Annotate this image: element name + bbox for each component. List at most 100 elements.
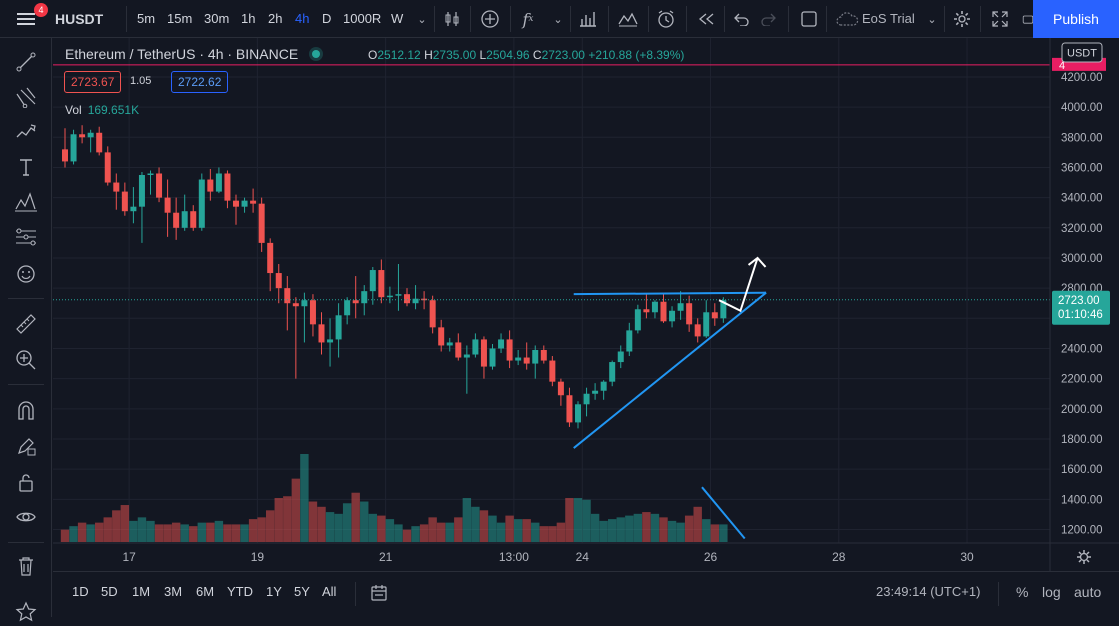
chevron-down-icon[interactable]: ⌄ [927, 13, 937, 26]
range-1m[interactable]: 1M [132, 584, 151, 599]
toolbar-divider [944, 6, 945, 32]
candle-body [70, 134, 77, 162]
candle-body [267, 242, 274, 274]
pattern-icon[interactable] [12, 188, 40, 216]
pencil-lock-icon[interactable] [12, 432, 40, 460]
price-tick-label: 4200.00 [1061, 72, 1103, 84]
range-5y[interactable]: 5Y [294, 584, 310, 599]
timeframe-1000r[interactable]: 1000R [343, 11, 382, 26]
chevron-down-icon[interactable]: ⌄ [417, 13, 427, 26]
range-ytd[interactable]: YTD [227, 584, 253, 599]
fullscreen-box-icon[interactable] [798, 0, 820, 38]
range-1d[interactable]: 1D [72, 584, 89, 599]
symbol-search[interactable]: HUSDT [55, 11, 104, 27]
trash-icon[interactable] [12, 552, 40, 580]
pitchfork-icon[interactable] [12, 83, 40, 111]
candle-body [224, 173, 231, 201]
date-range-icon[interactable] [369, 583, 389, 608]
candle [703, 300, 710, 338]
range-1y[interactable]: 1Y [266, 584, 282, 599]
time-tick-label: 21 [379, 550, 393, 564]
percent-scale-toggle[interactable]: % [1016, 584, 1029, 600]
timeframe-1h[interactable]: 1h [241, 11, 256, 26]
volume-bar [676, 522, 685, 542]
volume-bar [394, 524, 403, 542]
top-toolbar: 4 HUSDT 5m 15m 30m 1h 2h 4h D 1000R W ⌄ … [0, 0, 1119, 38]
redo-icon[interactable] [758, 0, 780, 38]
auto-scale-toggle[interactable]: auto [1074, 584, 1102, 600]
zoom-in-icon[interactable] [12, 346, 40, 374]
range-3m[interactable]: 3M [164, 584, 183, 599]
candle [164, 179, 171, 237]
candle [250, 188, 257, 213]
timeframe-4h[interactable]: 4h [295, 11, 310, 26]
alert-clock-icon[interactable] [654, 0, 678, 38]
text-icon[interactable] [12, 153, 40, 181]
timeframe-5m[interactable]: 5m [137, 11, 156, 26]
candle [284, 276, 291, 331]
sell-price-button[interactable]: 2723.67 [64, 71, 122, 93]
candle [207, 168, 214, 201]
log-scale-toggle[interactable]: log [1042, 584, 1061, 600]
camera-icon[interactable] [1022, 0, 1034, 38]
buy-price-button[interactable]: 2722.62 [171, 71, 229, 93]
gear-icon[interactable] [950, 0, 974, 38]
clock-time[interactable]: 23:49:14 (UTC+1) [876, 584, 981, 599]
add-indicator-icon[interactable] [478, 0, 502, 38]
range-all[interactable]: All [322, 584, 337, 599]
candle [429, 295, 436, 334]
timeframe-15m[interactable]: 15m [167, 11, 193, 26]
timeframe-2h[interactable]: 2h [268, 11, 283, 26]
chevron-down-icon[interactable]: ⌄ [553, 13, 563, 26]
candle-body [609, 362, 616, 382]
volume-bar [625, 515, 634, 542]
trend-line-icon[interactable] [12, 48, 40, 76]
candle [96, 126, 103, 156]
volume-bar [385, 519, 395, 542]
currency-box [1061, 42, 1103, 63]
main-menu-button[interactable]: 4 [0, 0, 52, 38]
brush-icon[interactable] [12, 118, 40, 146]
candles-icon[interactable] [440, 0, 464, 38]
templates-icon[interactable] [615, 0, 641, 38]
volume-bar [531, 522, 540, 542]
financials-icon[interactable] [576, 0, 600, 38]
timeframe-d[interactable]: D [322, 11, 332, 26]
candle [651, 300, 658, 319]
prediction-icon[interactable] [12, 223, 40, 251]
timeframe-w[interactable]: W [391, 11, 404, 26]
undo-icon[interactable] [730, 0, 752, 38]
price-chart[interactable]: 1200.00 1400.00 1600.00 1800.00 2000.00 2200.… [53, 38, 1119, 617]
layout-name[interactable]: EoS Trial [862, 11, 915, 26]
replay-icon[interactable] [694, 0, 718, 38]
smiley-icon[interactable] [12, 260, 40, 288]
volume-bar [548, 526, 557, 542]
range-6m[interactable]: 6M [196, 584, 215, 599]
lock-icon[interactable] [12, 468, 40, 496]
hamburger-icon [17, 13, 35, 25]
volume-bar [308, 501, 318, 542]
candle-body [720, 300, 727, 319]
publish-button[interactable]: Publish [1033, 0, 1119, 38]
candle-body [438, 327, 445, 346]
price-tick-label: 3400.00 [1061, 193, 1103, 205]
candle-body [583, 393, 590, 405]
candle-body [386, 295, 393, 298]
currency-label: USDT [1067, 48, 1097, 60]
candle-body [147, 173, 154, 176]
ruler-icon[interactable] [12, 310, 40, 338]
volume-bar [214, 520, 224, 542]
volume-bar [590, 513, 600, 542]
star-icon[interactable] [12, 598, 40, 626]
range-5d[interactable]: 5D [101, 584, 118, 599]
symbol-title[interactable]: Ethereum / TetherUS · 4h · BINANCE [65, 46, 299, 62]
chart-legend: Ethereum / TetherUS · 4h · BINANCE [65, 46, 326, 62]
candle [361, 285, 368, 316]
magnet-icon[interactable] [12, 396, 40, 424]
eye-icon[interactable] [12, 503, 40, 531]
candle-body [250, 200, 257, 204]
timeframe-30m[interactable]: 30m [204, 11, 230, 26]
projection-arrow [718, 257, 759, 313]
expand-icon[interactable] [988, 0, 1012, 38]
